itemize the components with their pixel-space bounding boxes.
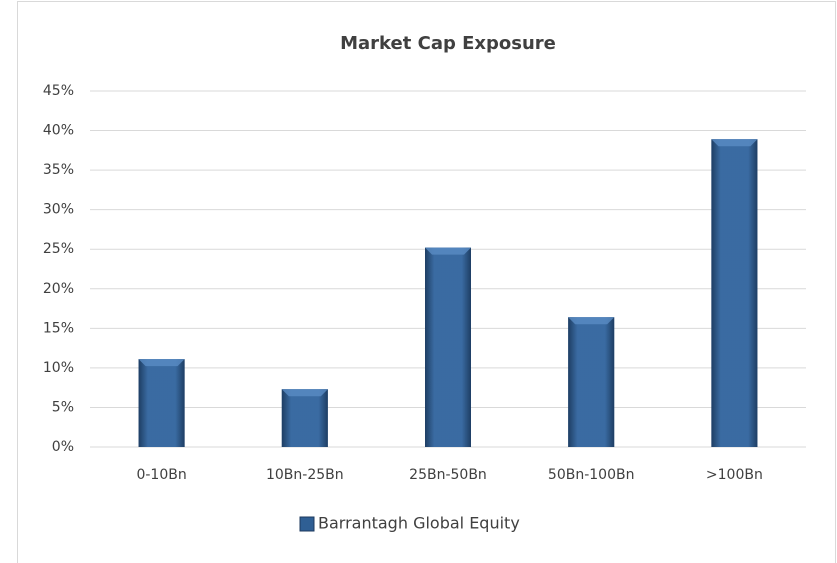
bar-cap xyxy=(711,139,758,147)
y-tick-label: 30% xyxy=(43,202,74,218)
y-tick-label: 35% xyxy=(43,162,74,178)
chart-title: Market Cap Exposure xyxy=(340,33,556,54)
x-tick-label: 0-10Bn xyxy=(136,467,186,483)
y-tick-label: 20% xyxy=(43,281,74,297)
y-tick-label: 40% xyxy=(43,123,74,139)
y-tick-label: 15% xyxy=(43,320,74,336)
x-tick-label: 50Bn-100Bn xyxy=(548,467,635,483)
bar-shade xyxy=(711,139,758,447)
bar-cap xyxy=(568,317,615,325)
legend-swatch xyxy=(299,516,315,532)
bar-cap xyxy=(425,247,471,255)
y-tick-label: 10% xyxy=(43,360,74,376)
x-tick-label: >100Bn xyxy=(706,467,763,483)
x-tick-label: 10Bn-25Bn xyxy=(266,467,344,483)
legend-label: Barrantagh Global Equity xyxy=(318,514,520,533)
y-tick-label: 5% xyxy=(52,399,74,415)
y-tick-label: 0% xyxy=(52,439,74,455)
bar-shade xyxy=(281,389,328,447)
x-tick-label: 25Bn-50Bn xyxy=(409,467,487,483)
bar-cap xyxy=(138,359,185,367)
bar-shade xyxy=(138,359,185,447)
bar-shade xyxy=(425,247,471,447)
y-tick-label: 45% xyxy=(43,83,74,99)
bar-cap xyxy=(281,389,328,397)
bar-shade xyxy=(568,317,615,447)
y-tick-label: 25% xyxy=(43,241,74,257)
